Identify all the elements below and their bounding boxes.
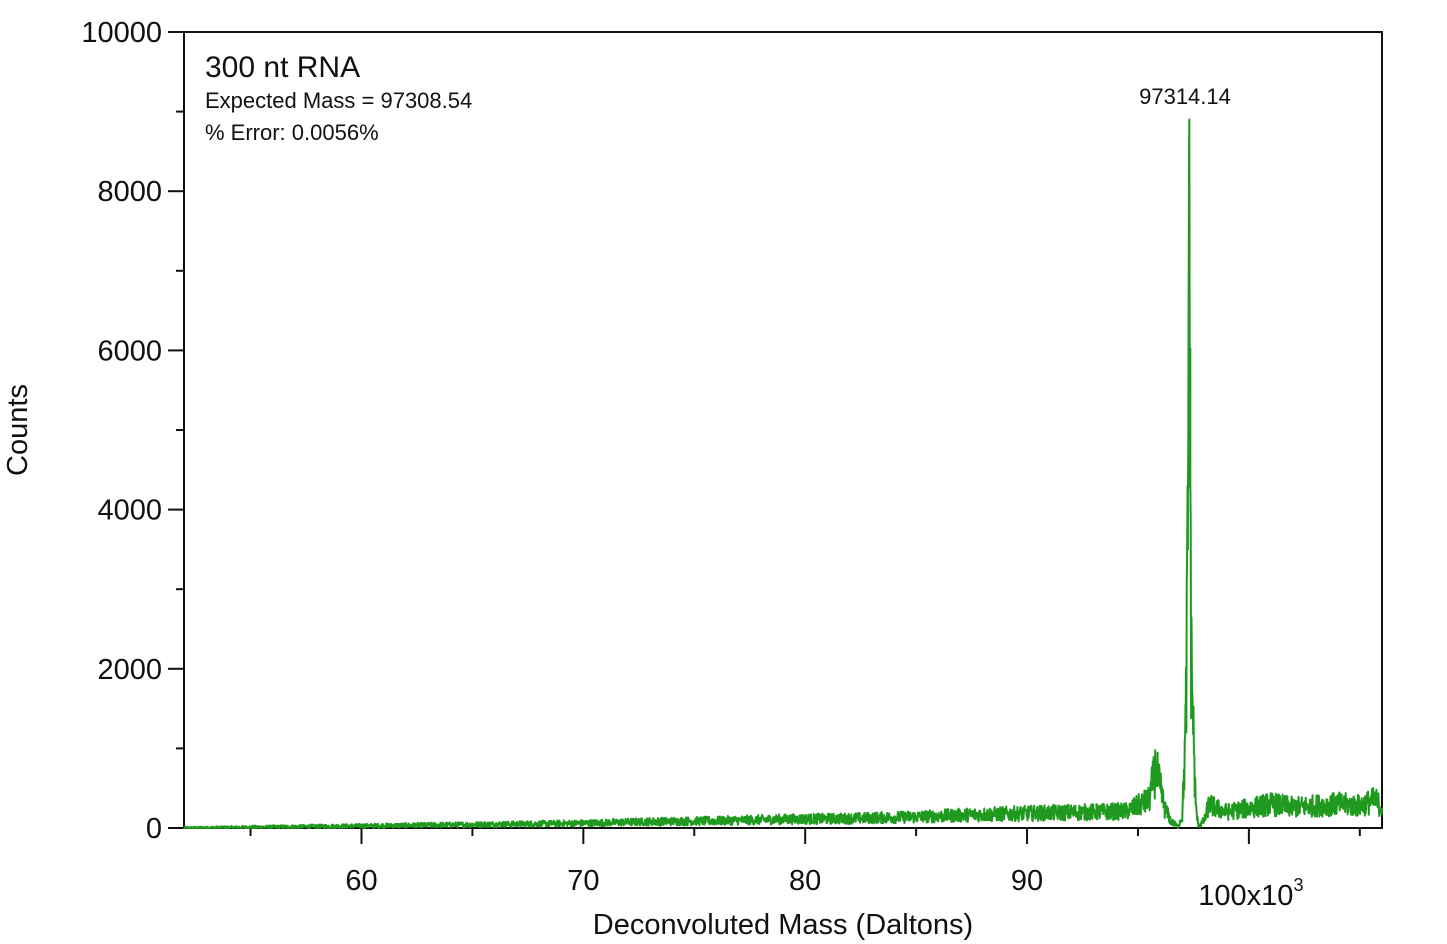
y-tick-label: 10000 (81, 17, 162, 49)
x-tick-label: 60 (345, 865, 377, 897)
peak-label: 97314.14 (1139, 84, 1231, 109)
spectrum-series-line (183, 118, 1383, 829)
x-tick-label: 100x103 (1198, 875, 1303, 912)
x-tick-exponent: 3 (1293, 875, 1303, 895)
y-tick-label: 0 (146, 813, 162, 845)
y-tick-label: 2000 (97, 654, 162, 686)
y-axis-title: Counts (2, 384, 34, 476)
x-tick-label: 90 (1011, 865, 1043, 897)
annotation-expected-mass: Expected Mass = 97308.54 (205, 88, 472, 113)
series-layer (183, 118, 1383, 829)
x-tick-label: 70 (567, 865, 599, 897)
annotation-percent-error: % Error: 0.0056% (205, 120, 379, 145)
x-axis-title: Deconvoluted Mass (Daltons) (593, 909, 973, 941)
y-tick-label: 6000 (97, 335, 162, 367)
annotation-title: 300 nt RNA (205, 51, 360, 84)
plot-frame (183, 31, 1383, 829)
x-tick-label: 80 (789, 865, 821, 897)
y-tick-label: 4000 (97, 495, 162, 527)
y-tick-label: 8000 (97, 176, 162, 208)
axes-layer: 0 2000 4000 6000 8000 10000 60 70 80 90 100x103 (81, 17, 1361, 912)
